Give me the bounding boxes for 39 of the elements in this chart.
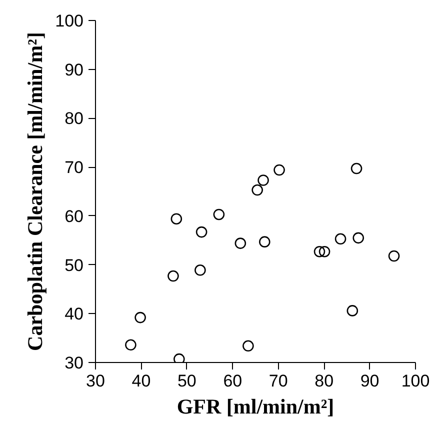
x-tick-label: 70: [268, 372, 288, 390]
point: [352, 232, 364, 244]
point: [196, 226, 208, 238]
point: [388, 250, 400, 262]
point: [134, 312, 146, 324]
point: [258, 236, 270, 248]
point: [314, 246, 326, 258]
y-tick-label: 100: [55, 12, 84, 30]
point: [168, 270, 179, 282]
point: [125, 339, 136, 351]
point: [234, 238, 246, 249]
x-tick-label: 50: [177, 372, 196, 390]
point: [242, 340, 254, 352]
y-tick-label: 90: [64, 60, 84, 80]
point: [252, 184, 263, 196]
point: [194, 264, 206, 276]
x-tick-label: 30: [86, 372, 105, 390]
y-tick-label: 70: [64, 158, 84, 178]
point: [334, 233, 346, 245]
x-tick-label: 60: [223, 372, 242, 390]
point: [346, 305, 358, 316]
point: [170, 213, 182, 224]
x-tick-label: 40: [132, 372, 151, 390]
point: [350, 162, 362, 174]
x-tick-label: 80: [314, 372, 334, 390]
y-tick-label: 50: [64, 256, 84, 275]
point: [258, 174, 269, 186]
y-tick-label: 80: [64, 109, 84, 128]
point: [318, 246, 330, 258]
x-axis-title: GFR [ml/min/m²]: [176, 394, 334, 418]
x-tick-label: 90: [360, 372, 380, 390]
point: [213, 208, 225, 220]
y-axis-title: Carboplatin Clearance [ml/min/m²]: [23, 32, 48, 351]
y-tick-label: 30: [64, 354, 84, 372]
point: [274, 164, 285, 176]
y-tick-label: 60: [64, 206, 84, 226]
x-tick-label: 100: [401, 372, 430, 390]
point: [174, 353, 185, 362]
y-tick-label: 40: [64, 304, 84, 324]
